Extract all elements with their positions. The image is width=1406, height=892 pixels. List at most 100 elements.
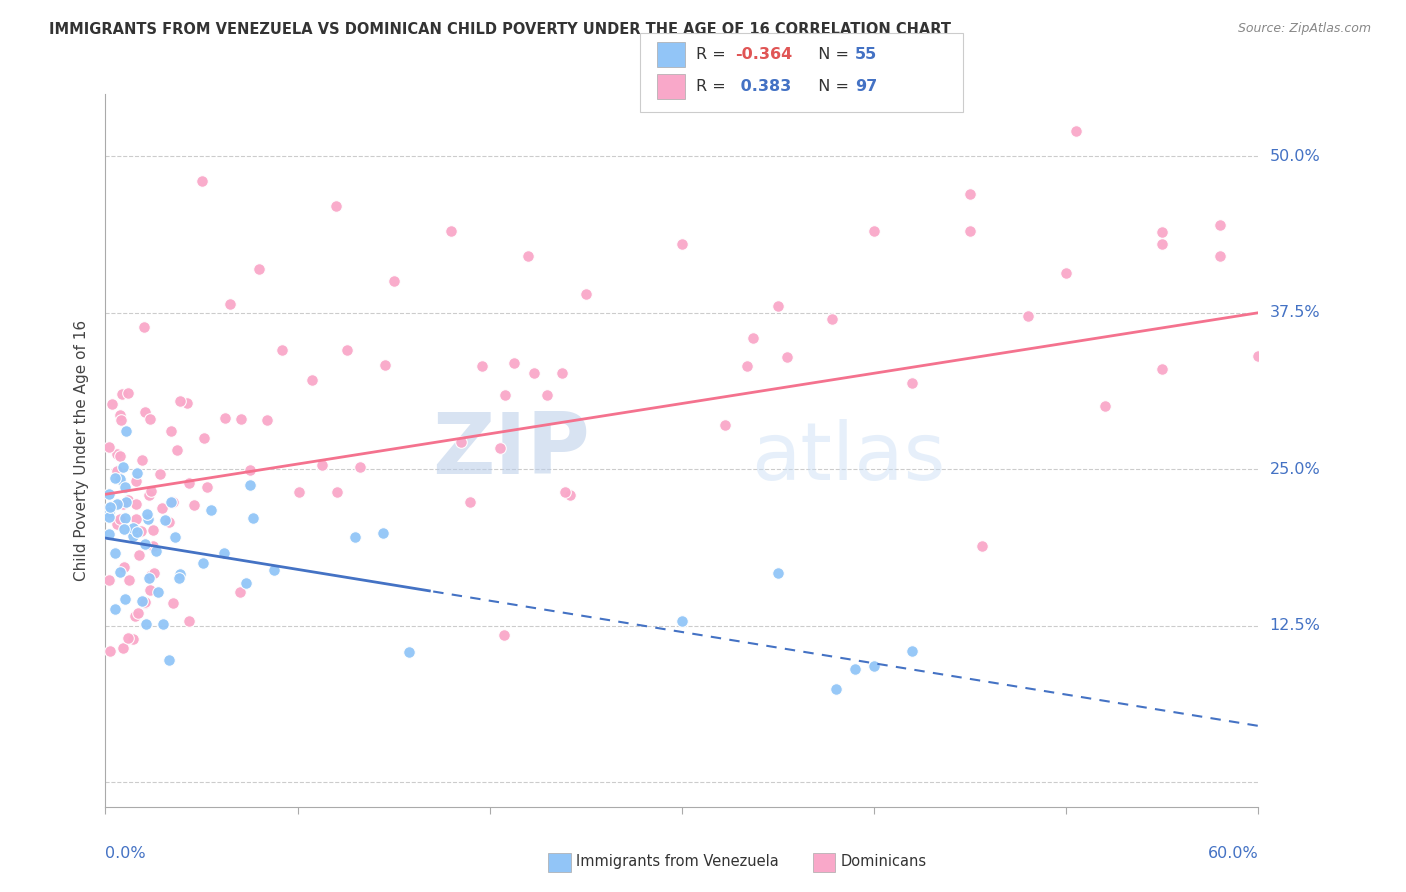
Point (162, 596, 184, 610)
Point (146, 584, 169, 599)
Text: 55: 55 (855, 47, 877, 62)
Text: 97: 97 (855, 79, 877, 94)
Point (98, 644, 121, 658)
Point (135, 617, 157, 632)
Point (229, 412, 252, 426)
Text: 60.0%: 60.0% (1208, 847, 1258, 861)
Point (145, 543, 167, 558)
Point (554, 485, 576, 500)
Point (138, 412, 160, 426)
Point (523, 366, 546, 380)
Point (311, 458, 333, 472)
Point (247, 261, 270, 276)
Point (134, 594, 156, 608)
Point (1209, 249, 1232, 263)
Point (114, 591, 136, 606)
Point (398, 645, 420, 659)
Point (844, 662, 866, 676)
Point (122, 529, 145, 543)
Point (149, 467, 172, 481)
Point (100, 500, 122, 514)
Point (100, 500, 122, 514)
Point (517, 249, 540, 263)
Point (776, 350, 799, 364)
Point (103, 602, 125, 616)
Point (325, 199, 347, 213)
Point (134, 404, 156, 418)
Point (1094, 399, 1116, 413)
Point (863, 659, 886, 673)
Point (239, 478, 262, 492)
Point (1152, 236, 1174, 251)
Point (111, 387, 134, 401)
Point (104, 471, 127, 485)
Point (139, 484, 162, 499)
Point (142, 540, 165, 554)
Point (735, 359, 758, 373)
Point (503, 356, 526, 370)
Point (157, 653, 180, 667)
Text: 50.0%: 50.0% (1270, 149, 1320, 164)
Point (111, 460, 134, 475)
Text: Dominicans: Dominicans (841, 855, 927, 869)
Point (1209, 219, 1232, 233)
Point (713, 418, 735, 433)
Point (98, 509, 121, 524)
Point (112, 560, 135, 574)
Point (471, 359, 494, 374)
Point (901, 376, 924, 390)
Point (132, 319, 155, 334)
Point (125, 467, 148, 481)
Point (271, 343, 294, 358)
Point (239, 463, 262, 477)
Point (134, 537, 156, 551)
Point (200, 503, 222, 517)
Text: 37.5%: 37.5% (1270, 305, 1320, 320)
Point (98, 486, 121, 500)
Point (193, 556, 215, 570)
Point (98, 440, 121, 454)
Point (108, 449, 131, 463)
Point (766, 566, 789, 580)
Point (101, 397, 124, 411)
Point (169, 394, 191, 409)
Point (152, 616, 174, 631)
Point (458, 495, 481, 509)
Point (671, 615, 693, 629)
Point (111, 497, 134, 511)
Point (193, 431, 215, 445)
Point (560, 488, 582, 502)
Point (125, 497, 148, 511)
Point (115, 425, 138, 439)
Point (124, 608, 146, 623)
Point (970, 539, 993, 553)
Point (117, 493, 139, 508)
Point (242, 511, 264, 525)
Point (229, 585, 252, 599)
Point (374, 358, 396, 372)
Point (344, 530, 367, 544)
Text: 12.5%: 12.5% (1270, 618, 1320, 633)
Text: Source: ZipAtlas.com: Source: ZipAtlas.com (1237, 22, 1371, 36)
Point (824, 681, 846, 696)
Point (138, 487, 160, 501)
Point (117, 631, 139, 645)
Point (128, 548, 150, 562)
Point (162, 495, 184, 509)
Point (336, 343, 359, 358)
Point (1054, 266, 1077, 280)
Point (1247, 349, 1270, 363)
Point (177, 475, 200, 490)
Text: ZIP: ZIP (432, 409, 589, 492)
Point (166, 443, 188, 458)
Point (153, 513, 176, 527)
Point (218, 297, 240, 311)
Point (959, 224, 981, 238)
Point (1064, 124, 1087, 138)
Point (139, 568, 162, 582)
Text: Immigrants from Venezuela: Immigrants from Venezuela (576, 855, 779, 869)
Point (105, 464, 128, 478)
Point (131, 594, 153, 608)
Point (108, 472, 131, 486)
Point (1152, 226, 1174, 240)
